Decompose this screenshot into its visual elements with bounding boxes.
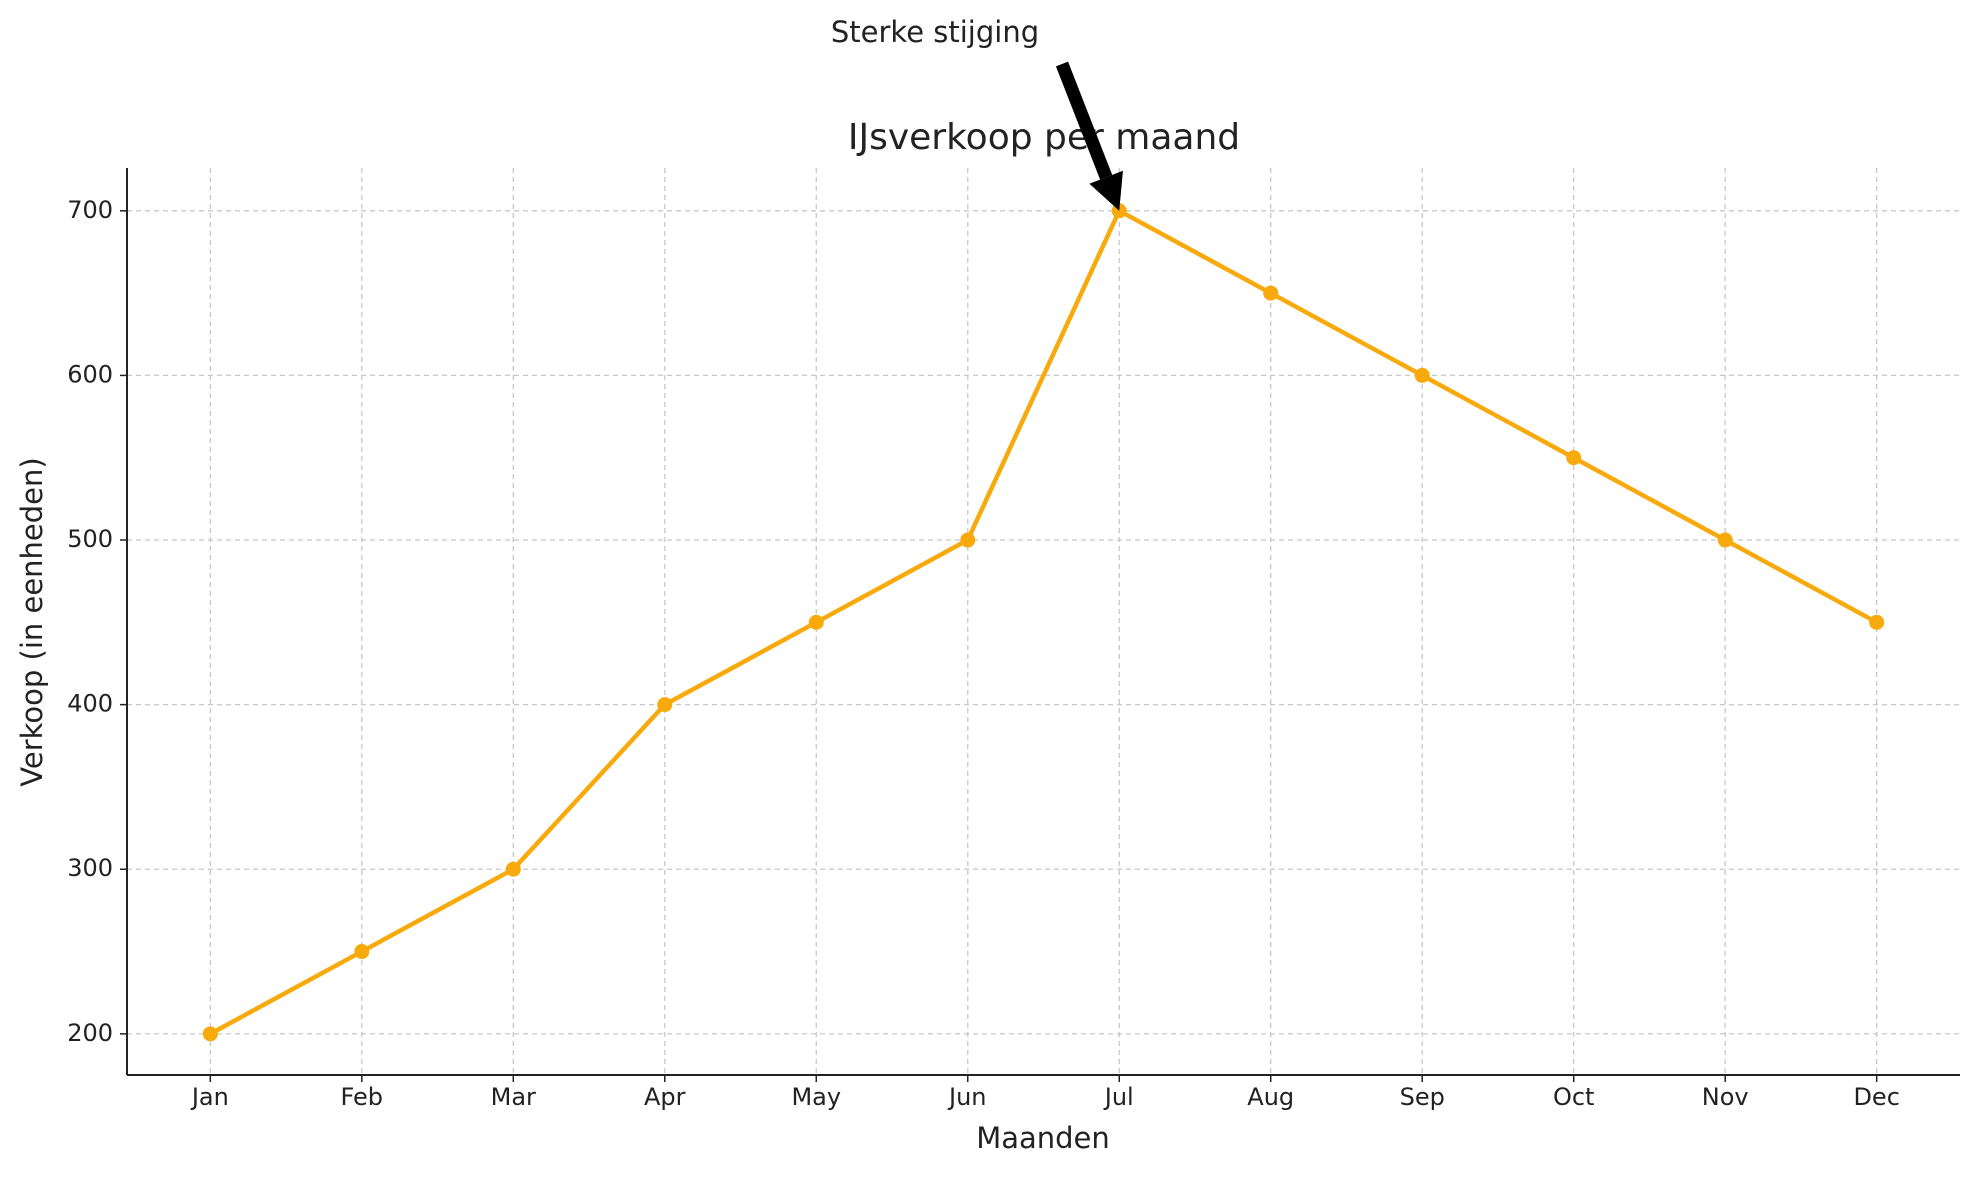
y-axis-label: Verkoop (in eenheden) xyxy=(15,457,49,786)
x-tick-label: Mar xyxy=(491,1083,536,1111)
point xyxy=(354,944,370,960)
point xyxy=(1566,450,1582,466)
y-tick-label: 500 xyxy=(67,525,113,553)
annotation: Sterke stijging xyxy=(831,15,1039,49)
point xyxy=(505,861,521,877)
annotation-arrowhead xyxy=(1089,170,1123,211)
y-tick-label: 700 xyxy=(67,196,113,224)
x-tick-label: Nov xyxy=(1702,1083,1749,1111)
y-tick-label: 600 xyxy=(67,360,113,388)
x-tick-label: Dec xyxy=(1853,1083,1899,1111)
x-tick-label: Oct xyxy=(1553,1083,1595,1111)
point xyxy=(1717,532,1733,548)
x-axis-label: Maanden xyxy=(976,1121,1110,1155)
point xyxy=(808,614,824,630)
y-tick-label: 200 xyxy=(67,1019,113,1047)
x-tick-label: Apr xyxy=(644,1083,686,1111)
x-tick-label: Sep xyxy=(1400,1083,1445,1111)
chart-title: IJsverkoop per maand xyxy=(848,117,1240,158)
annotation-arrow xyxy=(1055,61,1113,180)
line xyxy=(209,208,1878,1036)
x-tick-label: Feb xyxy=(341,1083,384,1111)
point xyxy=(657,697,673,713)
point xyxy=(1263,285,1279,301)
y-tick-label: 300 xyxy=(67,854,113,882)
x-tick-label: Aug xyxy=(1247,1083,1294,1111)
x-tick-label: Jan xyxy=(190,1083,229,1111)
y-tick-label: 400 xyxy=(67,690,113,718)
point xyxy=(202,1026,218,1042)
x-tick-label: Jul xyxy=(1103,1083,1134,1111)
point xyxy=(1869,614,1885,630)
point xyxy=(960,532,976,548)
point xyxy=(1414,367,1430,383)
x-tick-label: Jun xyxy=(947,1083,987,1111)
x-tick-label: May xyxy=(791,1083,841,1111)
